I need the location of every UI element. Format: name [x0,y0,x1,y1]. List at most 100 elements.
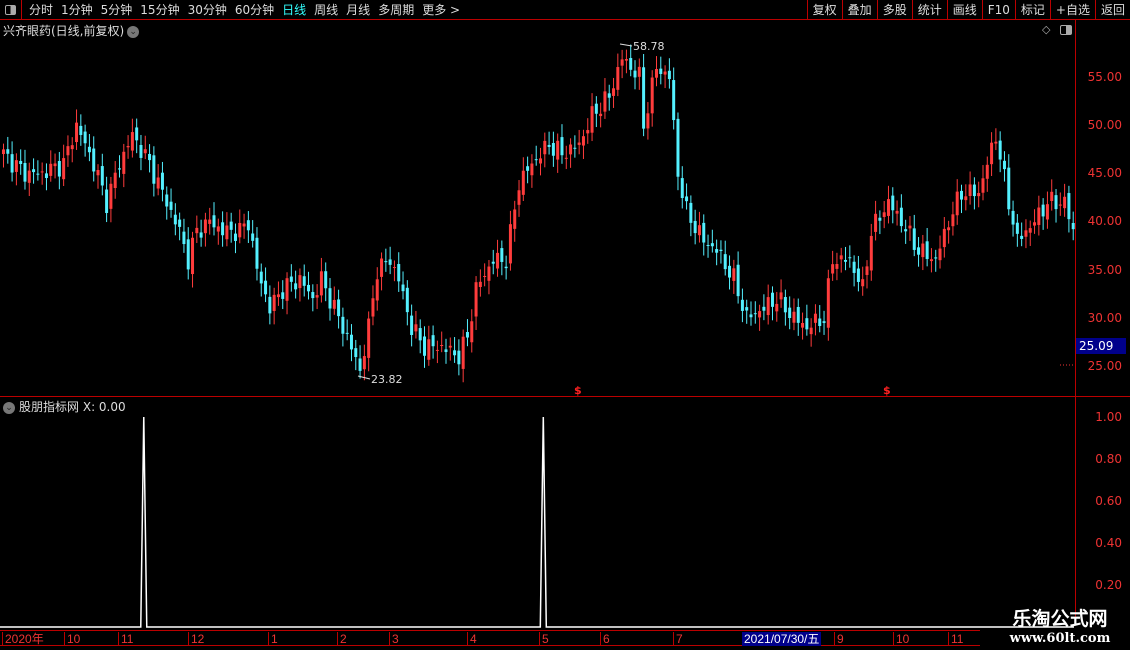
candle-body [444,349,448,353]
candle-body [36,173,40,175]
candle-body [233,233,237,241]
candle-body [689,202,693,223]
candle-body [844,259,848,262]
candle-body [302,276,306,286]
toolbar-button-2[interactable]: 多股 [876,0,912,20]
candle-body [560,137,564,156]
candle-body [66,146,70,156]
toolbar-button-6[interactable]: 标记 [1014,0,1050,20]
candle-body [539,158,542,164]
period-tab-0[interactable]: 分时 [29,3,54,17]
candle-body [921,243,925,258]
period-tab-6[interactable]: 日线 [282,3,307,17]
candle-body [203,219,207,234]
candle-body [715,249,719,253]
candle-body [985,164,989,179]
candle-body [221,222,225,236]
candle-body [521,170,525,195]
candle-body [693,220,697,234]
candle-body [603,91,607,112]
candle-body [586,130,590,134]
chart-title: 兴齐眼药(日线,前复权) ⌄ [3,22,140,39]
candle-body [818,318,822,327]
toolbar-button-5[interactable]: F10 [981,0,1015,20]
candle-body [165,194,169,207]
candle-body [745,307,749,311]
candle-body [1063,196,1067,209]
candle-body [367,318,371,358]
candle-body [770,292,774,307]
candle-body [792,311,796,323]
period-tab-5[interactable]: 60分钟 [234,3,275,17]
panel-divider[interactable] [0,396,1130,397]
candle-body [375,279,379,301]
candle-body [135,127,139,141]
chevron-down-icon[interactable]: ⌄ [3,401,15,414]
toolbar-button-4[interactable]: 画线 [946,0,982,20]
diamond-icon[interactable]: ◇ [1042,23,1051,36]
candle-body [337,299,341,317]
candle-body [1037,207,1041,225]
period-tab-1[interactable]: 1分钟 [61,3,93,17]
candle-body [328,288,332,309]
candle-body [453,350,457,356]
candle-body [878,217,882,221]
month-label: 12 [188,632,204,646]
candle-body [594,103,598,114]
candle-body [431,335,435,347]
candle-body [783,297,787,313]
period-tab-7[interactable]: 周线 [314,3,339,17]
period-tab-8[interactable]: 月线 [346,3,371,17]
candle-body [49,163,53,176]
period-tab-10[interactable]: 更多 > [422,3,461,17]
candle-body [865,266,869,275]
candle-body [474,282,478,317]
candle-body [148,153,152,161]
layout-toggle-button[interactable] [0,0,22,20]
toolbar-button-7[interactable]: +自选 [1049,0,1095,20]
candle-body [294,283,298,290]
indicator-tick: 0.60 [1095,494,1122,508]
candle-body [242,223,246,227]
candle-body [736,264,740,297]
panel-icon [5,4,16,15]
candle-body [534,159,538,161]
candle-body [384,261,388,263]
candle-body [96,170,100,176]
candle-body [801,322,805,328]
y-axis-line [1075,20,1076,625]
period-tab-9[interactable]: 多周期 [378,3,415,17]
candle-body [775,303,779,312]
period-tab-3[interactable]: 15分钟 [140,3,180,17]
price-tick: 40.00 [1087,214,1122,229]
candlestick-chart[interactable]: 58.78 23.82 $ $ [0,20,1075,630]
candle-body [1024,230,1028,237]
candle-body [130,132,134,151]
candle-body [908,225,912,229]
candle-body [276,294,280,298]
chevron-down-icon[interactable]: ⌄ [127,25,140,38]
panel-icon[interactable] [1060,25,1072,35]
period-tab-4[interactable]: 30分钟 [187,3,227,17]
candle-body [113,172,117,189]
candle-body [590,106,594,133]
candle-body [964,196,968,201]
month-label: 4 [467,632,477,646]
candle-body [577,142,581,145]
candle-body [543,140,547,155]
period-tab-2[interactable]: 5分钟 [100,3,133,17]
candle-body [6,149,10,154]
candle-body [182,231,186,245]
toolbar-button-1[interactable]: 叠加 [841,0,877,20]
toolbar-button-3[interactable]: 统计 [911,0,947,20]
month-label: 1 [268,632,278,646]
toolbar-button-0[interactable]: 复权 [806,0,842,20]
toolbar-button-8[interactable]: 返回 [1094,0,1130,20]
price-tick: 50.00 [1087,118,1122,133]
candle-body [762,306,766,311]
candle-body [990,142,994,165]
month-label: 3 [389,632,399,646]
month-label: 2020年 [2,632,44,646]
candle-body [2,149,5,155]
candle-body [491,261,495,264]
